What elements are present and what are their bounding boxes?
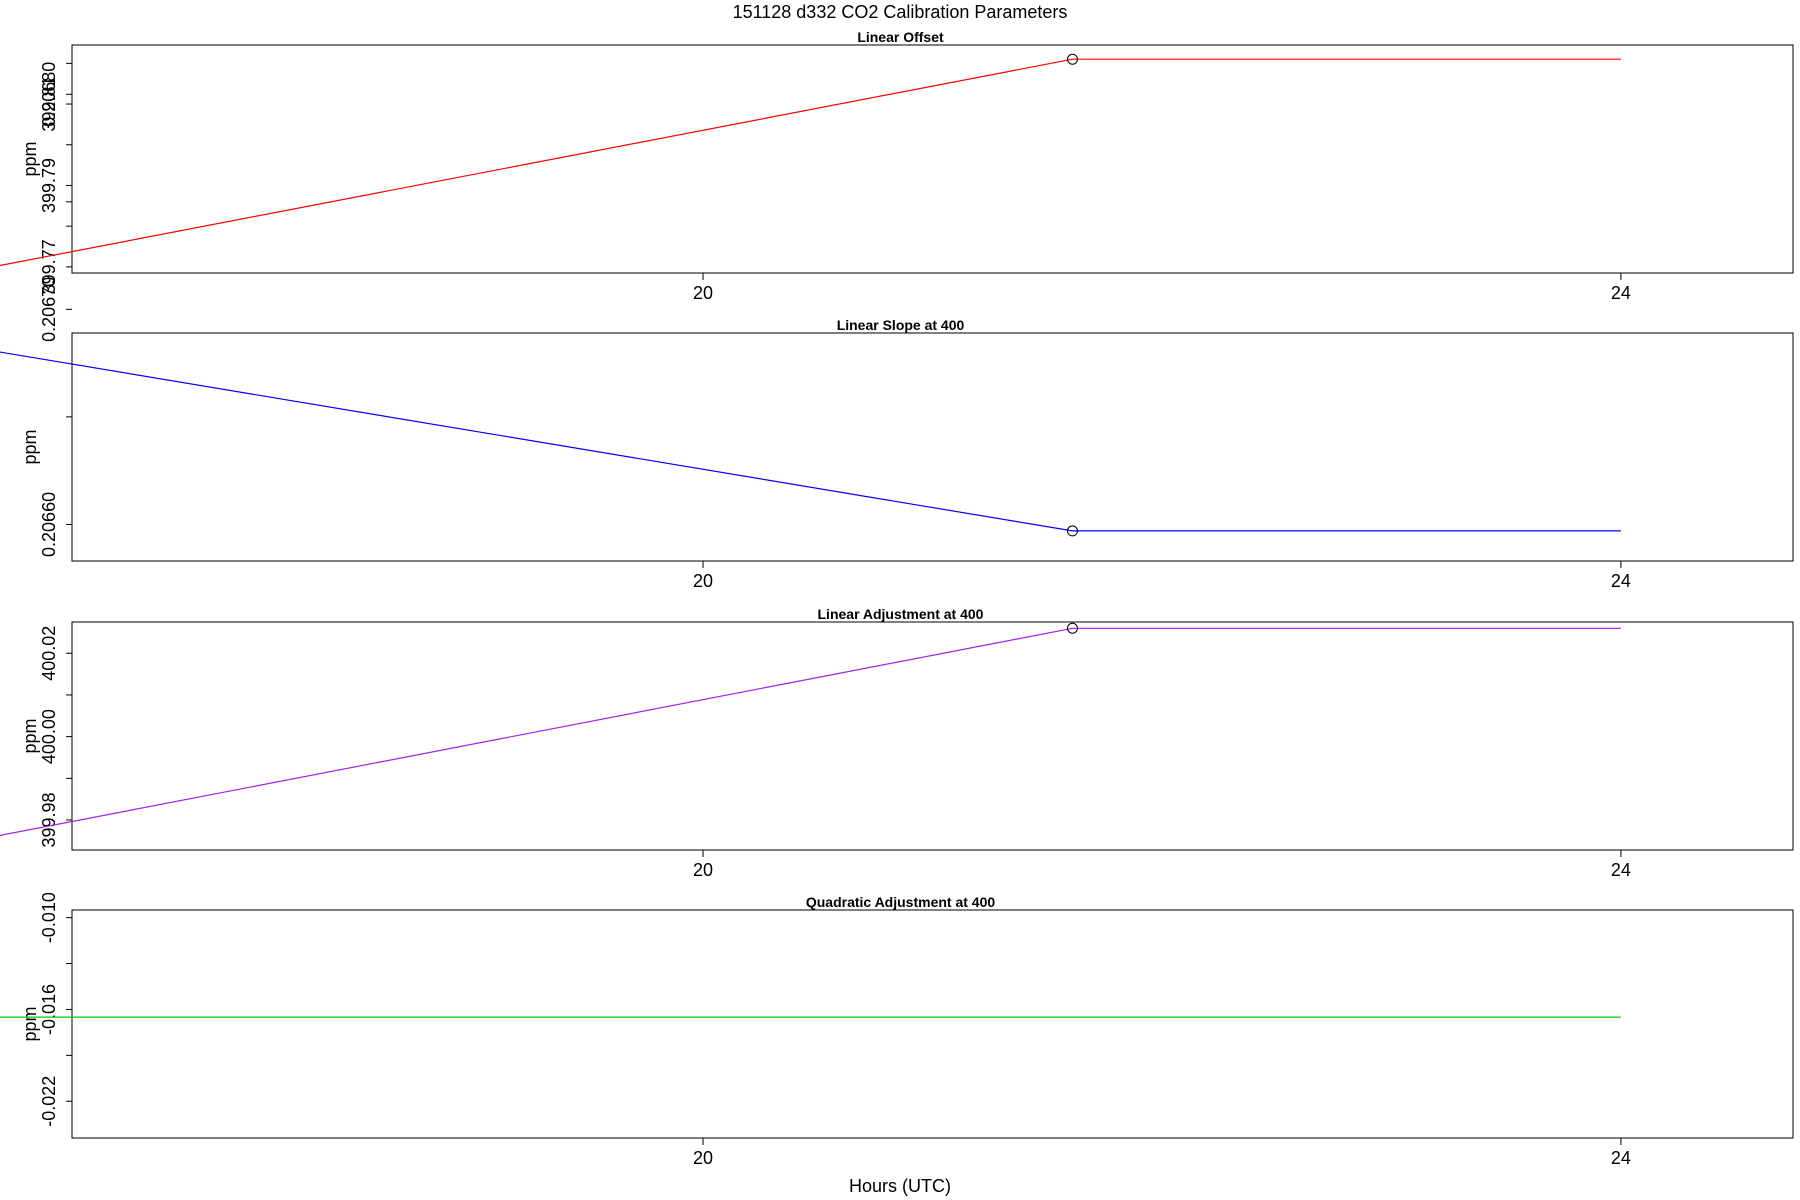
series-line (0, 351, 1621, 532)
y-tick-label: -0.016 (39, 984, 59, 1035)
plot-frame (71, 332, 1794, 562)
y-tick-label: 400.00 (39, 709, 59, 764)
chart-panel: Linear Adjustment at 400 ppm 399.98 400.00 4… (0, 606, 1794, 880)
y-axis-label: ppm (20, 718, 40, 753)
x-axis-label: Hours (UTC) (849, 1176, 951, 1196)
y-tick-label: -0.022 (39, 1076, 59, 1127)
y-tick-label: 0.20670 (39, 277, 59, 342)
x-tick-label: 24 (1611, 1148, 1631, 1168)
y-tick-label: 0.20680 (39, 62, 59, 127)
x-tick-label: 24 (1611, 283, 1631, 303)
y-tick-label: 399.77 (39, 239, 59, 294)
plot-frame (71, 44, 1794, 274)
plot-frame (71, 909, 1794, 1139)
data-point (1066, 622, 1078, 634)
x-tick-label: 24 (1611, 860, 1631, 880)
chart-panel: Linear Slope at 400 ppm 0.20660 0.20670 0.20… (0, 62, 1794, 591)
y-tick-label: 399.79 (39, 158, 59, 213)
x-tick-label: 20 (693, 1148, 713, 1168)
panel-title: Quadratic Adjustment at 400 (806, 894, 996, 910)
y-tick-label: 0.20660 (39, 492, 59, 557)
series-line (0, 627, 1621, 837)
y-axis-label: ppm (20, 429, 40, 464)
x-tick-label: 24 (1611, 571, 1631, 591)
plot-frame (71, 621, 1794, 851)
x-tick-label: 20 (693, 283, 713, 303)
chart-panel: Linear Offset ppm 399.77 399.79 399.81 20 24 (0, 29, 1794, 303)
figure-title: 151128 d332 CO2 Calibration Parameters (733, 2, 1068, 22)
y-axis-label: ppm (20, 1006, 40, 1041)
y-tick-label: -0.010 (39, 892, 59, 943)
panel-title: Linear Slope at 400 (837, 317, 965, 333)
chart-panel: Quadratic Adjustment at 400 ppm -0.010 -0.0… (0, 892, 1794, 1168)
panel-title: Linear Adjustment at 400 (818, 606, 984, 622)
x-tick-label: 20 (693, 571, 713, 591)
panel-title: Linear Offset (857, 29, 944, 45)
data-point (1066, 53, 1078, 65)
data-point (1066, 525, 1078, 537)
x-tick-label: 20 (693, 860, 713, 880)
y-axis-label: ppm (20, 141, 40, 176)
y-tick-label: 399.98 (39, 792, 59, 847)
y-tick-label: 399.81 (39, 77, 59, 132)
series-line (0, 58, 1621, 267)
y-tick-label: 400.02 (39, 626, 59, 681)
